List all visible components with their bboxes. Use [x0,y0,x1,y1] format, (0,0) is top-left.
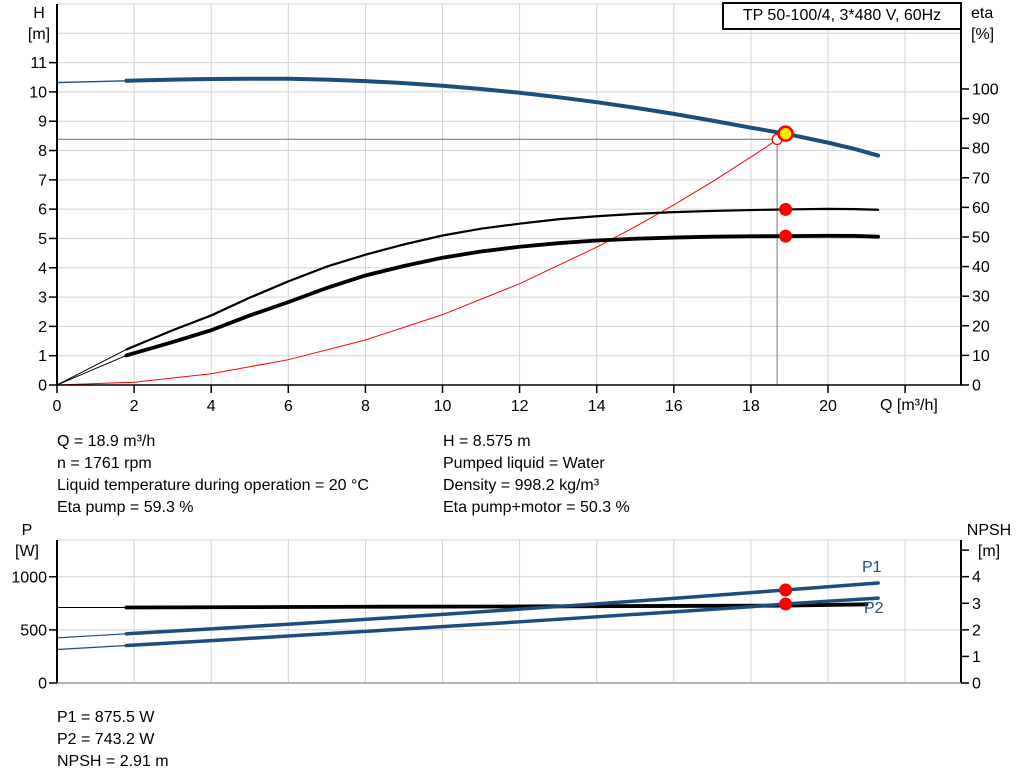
svg-text:6: 6 [38,202,47,219]
svg-text:2: 2 [38,319,47,336]
svg-text:4: 4 [38,260,47,277]
svg-text:1: 1 [972,649,981,666]
svg-text:10: 10 [29,84,47,101]
svg-text:30: 30 [972,289,990,306]
svg-text:3: 3 [972,596,981,613]
svg-text:80: 80 [972,141,990,158]
svg-text:100: 100 [972,81,999,98]
svg-text:4: 4 [972,569,981,586]
duty-point-actual[interactable] [777,125,794,142]
svg-text:0: 0 [38,378,47,395]
eta-axis-name: eta [971,5,994,22]
svg-text:16: 16 [665,398,683,415]
eta-pump-point [779,202,793,216]
svg-text:2: 2 [130,398,139,415]
info-line-temperature: Liquid temperature during operation = 20… [57,477,369,494]
eta-pump-motor-curve [56,233,881,386]
npsh-axis-title: NPSH [m] [962,520,1016,562]
h-axis-unit: [m] [27,26,51,43]
info-line-n: n = 1761 rpm [57,455,152,472]
duty-info-right: H = 8.575 m Pumped liquid = Water Densit… [443,431,630,519]
info-line-eta-pump: Eta pump = 59.3 % [57,499,194,516]
axes: 0 500 1000 0 1 2 3 4 [11,540,981,693]
svg-text:0: 0 [53,398,62,415]
p1-curve [56,581,880,639]
info-line-npsh: NPSH = 2.91 m [57,753,169,770]
svg-text:0: 0 [38,676,47,693]
p-axis-title: P [W] [12,520,42,562]
svg-text:10: 10 [972,348,990,365]
p1-curve-label: P1 [862,559,882,576]
eta-axis-unit: [%] [971,26,995,43]
p1-point [779,583,793,597]
npsh-axis-unit: [m] [977,543,1001,560]
svg-text:2: 2 [972,622,981,639]
svg-text:500: 500 [20,622,47,639]
svg-text:5: 5 [38,231,47,248]
gridlines [57,3,961,385]
svg-text:3: 3 [38,290,47,307]
p2-curve-label: P2 [864,600,884,617]
eta-pump-curve [56,207,880,386]
p2-curve [56,596,880,651]
svg-text:9: 9 [38,114,47,131]
npsh-axis-name: NPSH [966,522,1012,539]
info-line-p1: P1 = 875.5 W [57,709,155,726]
svg-text:20: 20 [972,318,990,335]
info-line-density: Density = 998.2 kg/m³ [443,477,600,494]
info-line-h: H = 8.575 m [443,433,531,450]
svg-text:20: 20 [819,398,837,415]
svg-text:0: 0 [972,378,981,395]
svg-text:70: 70 [972,170,990,187]
p-axis-name: P [21,522,33,539]
info-line-liquid: Pumped liquid = Water [443,455,605,472]
svg-text:12: 12 [511,398,529,415]
head-curve [56,76,881,158]
svg-text:40: 40 [972,259,990,276]
svg-text:50: 50 [972,229,990,246]
info-line-p2: P2 = 743.2 W [57,731,155,748]
svg-text:4: 4 [207,398,216,415]
eta-pump-motor-point [779,229,793,243]
p-axis-unit: [W] [15,543,39,560]
q-axis-label: Q [m³/h] [880,397,938,414]
svg-text:11: 11 [30,55,47,72]
svg-text:90: 90 [972,111,990,128]
svg-text:60: 60 [972,200,990,217]
duty-point-crosshair [57,138,778,385]
eta-axis-title: eta [%] [971,3,1019,45]
svg-text:10: 10 [434,398,452,415]
power-npsh-chart: 0 500 1000 0 1 2 3 4 [11,539,981,693]
power-info: P1 = 875.5 W P2 = 743.2 W NPSH = 2.91 m [57,707,169,773]
svg-text:8: 8 [361,398,370,415]
h-axis-name: H [33,5,45,22]
chart-title: TP 50-100/4, 3*480 V, 60Hz [722,2,962,30]
h-axis-title: H [m] [22,3,56,45]
info-line-q: Q = 18.9 m³/h [57,433,156,450]
svg-text:1: 1 [38,348,47,365]
svg-text:0: 0 [972,676,981,693]
system-curve [56,133,786,386]
svg-text:14: 14 [588,398,606,415]
svg-text:6: 6 [284,398,293,415]
svg-text:7: 7 [38,172,47,189]
duty-info-left: Q = 18.9 m³/h n = 1761 rpm Liquid temper… [57,431,369,519]
svg-text:8: 8 [38,143,47,160]
info-line-eta-total: Eta pump+motor = 50.3 % [443,499,630,516]
svg-text:1000: 1000 [11,569,47,586]
svg-text:18: 18 [742,398,760,415]
p2-point [779,597,793,611]
